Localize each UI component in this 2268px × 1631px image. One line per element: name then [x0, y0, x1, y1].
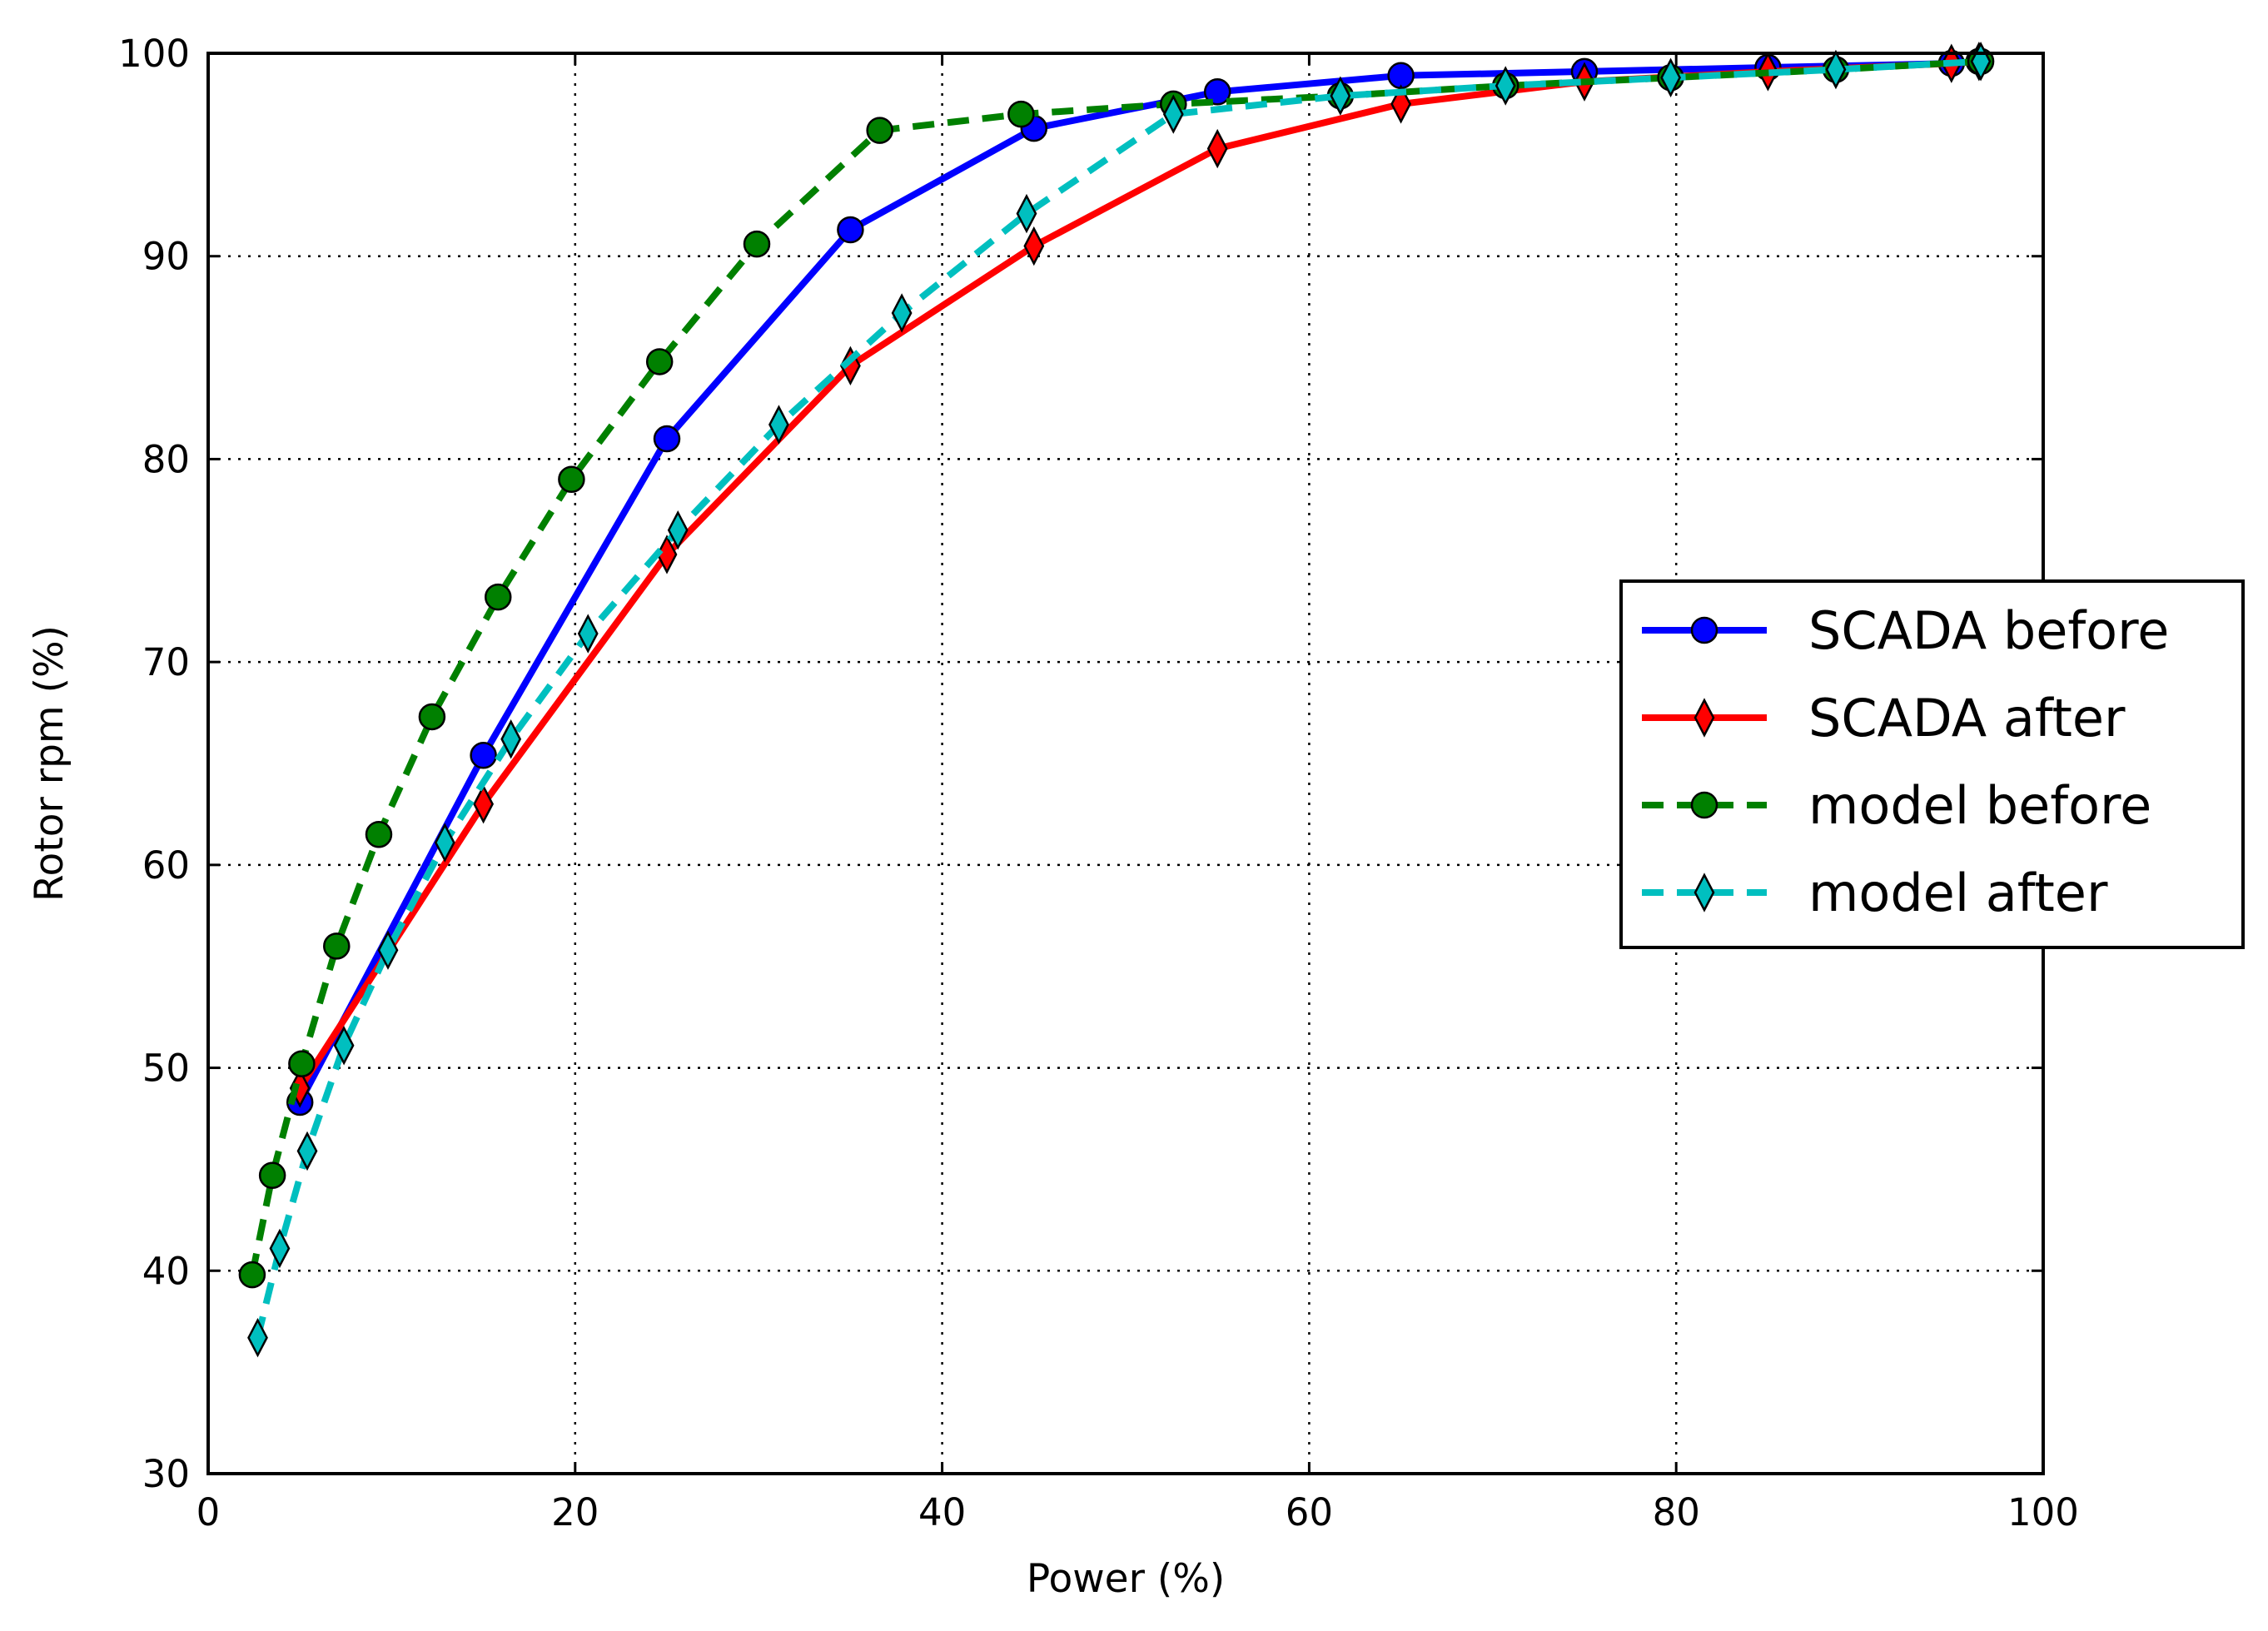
series-line: [254, 57, 1982, 1339]
data-point: [288, 1050, 316, 1077]
data-point: [258, 1161, 286, 1189]
y-tick-label: 60: [142, 843, 190, 888]
data-point: [743, 230, 771, 258]
y-tick-label: 70: [142, 640, 190, 684]
legend-marker: [1690, 616, 1718, 644]
plot-area: [238, 42, 1995, 1358]
data-point: [1206, 128, 1228, 169]
data-point: [837, 216, 864, 244]
data-point: [1162, 94, 1184, 134]
data-point: [558, 465, 585, 494]
x-tick-label: 20: [551, 1490, 599, 1534]
data-point: [434, 823, 455, 863]
data-point: [247, 1318, 268, 1358]
legend-entry: SCADA after: [1642, 688, 2126, 748]
data-point: [1495, 66, 1516, 106]
x-axis-label: Power (%): [1027, 1556, 1225, 1602]
data-point: [1203, 78, 1231, 106]
data-point: [484, 583, 512, 611]
y-tick-label: 90: [142, 235, 190, 279]
series-model-after: [247, 42, 1992, 1358]
data-point: [1023, 226, 1045, 266]
y-tick-label: 50: [142, 1047, 190, 1091]
x-tick-label: 80: [1653, 1490, 1700, 1534]
y-tick-label: 40: [142, 1249, 190, 1293]
legend-label: model after: [1808, 863, 2108, 923]
data-point: [667, 510, 689, 550]
data-point: [1007, 100, 1035, 128]
data-point: [365, 821, 393, 848]
y-tick-label: 100: [118, 32, 190, 76]
legend-entry: model before: [1642, 775, 2151, 836]
data-point: [333, 1026, 355, 1066]
data-point: [768, 405, 789, 445]
axes-ticks: 0 20 40 60 80 100 30 40 50 60 70 80 90 100: [118, 32, 2079, 1534]
legend-entry: model after: [1642, 863, 2108, 923]
legend-marker: [1690, 791, 1718, 819]
data-point: [645, 348, 674, 375]
data-point: [296, 1131, 318, 1171]
y-tick-label: 80: [142, 437, 190, 481]
y-tick-label: 30: [142, 1452, 190, 1496]
data-point: [377, 930, 399, 970]
legend-marker: [1694, 698, 1715, 738]
legend-box: [1619, 579, 2245, 949]
data-point: [656, 535, 678, 574]
data-point: [891, 293, 913, 333]
series-line: [248, 57, 1982, 1275]
data-point: [418, 703, 446, 731]
legend-label: SCADA before: [1808, 600, 2169, 661]
x-tick-label: 100: [2007, 1490, 2079, 1534]
legend-marker: [1694, 873, 1715, 912]
data-point: [500, 719, 522, 759]
data-point: [238, 1261, 266, 1289]
x-tick-label: 40: [918, 1490, 966, 1534]
data-point: [866, 117, 893, 144]
data-point: [470, 742, 497, 769]
data-point: [1016, 193, 1037, 234]
data-point: [653, 425, 681, 453]
legend-entry: SCADA before: [1642, 600, 2169, 661]
data-point: [1330, 76, 1351, 116]
legend-label: SCADA after: [1808, 688, 2126, 748]
y-axis-label: Rotor rpm (%): [27, 625, 72, 902]
data-point: [269, 1228, 291, 1269]
data-point: [473, 784, 495, 824]
data-point: [323, 932, 351, 960]
x-tick-label: 0: [196, 1490, 221, 1534]
data-point: [1660, 57, 1682, 97]
x-tick-label: 60: [1286, 1490, 1333, 1534]
legend-label: model before: [1808, 775, 2151, 836]
data-point: [577, 614, 599, 654]
data-point: [1825, 49, 1847, 90]
legend: SCADA before SCADA after model before model…: [1619, 579, 2245, 949]
